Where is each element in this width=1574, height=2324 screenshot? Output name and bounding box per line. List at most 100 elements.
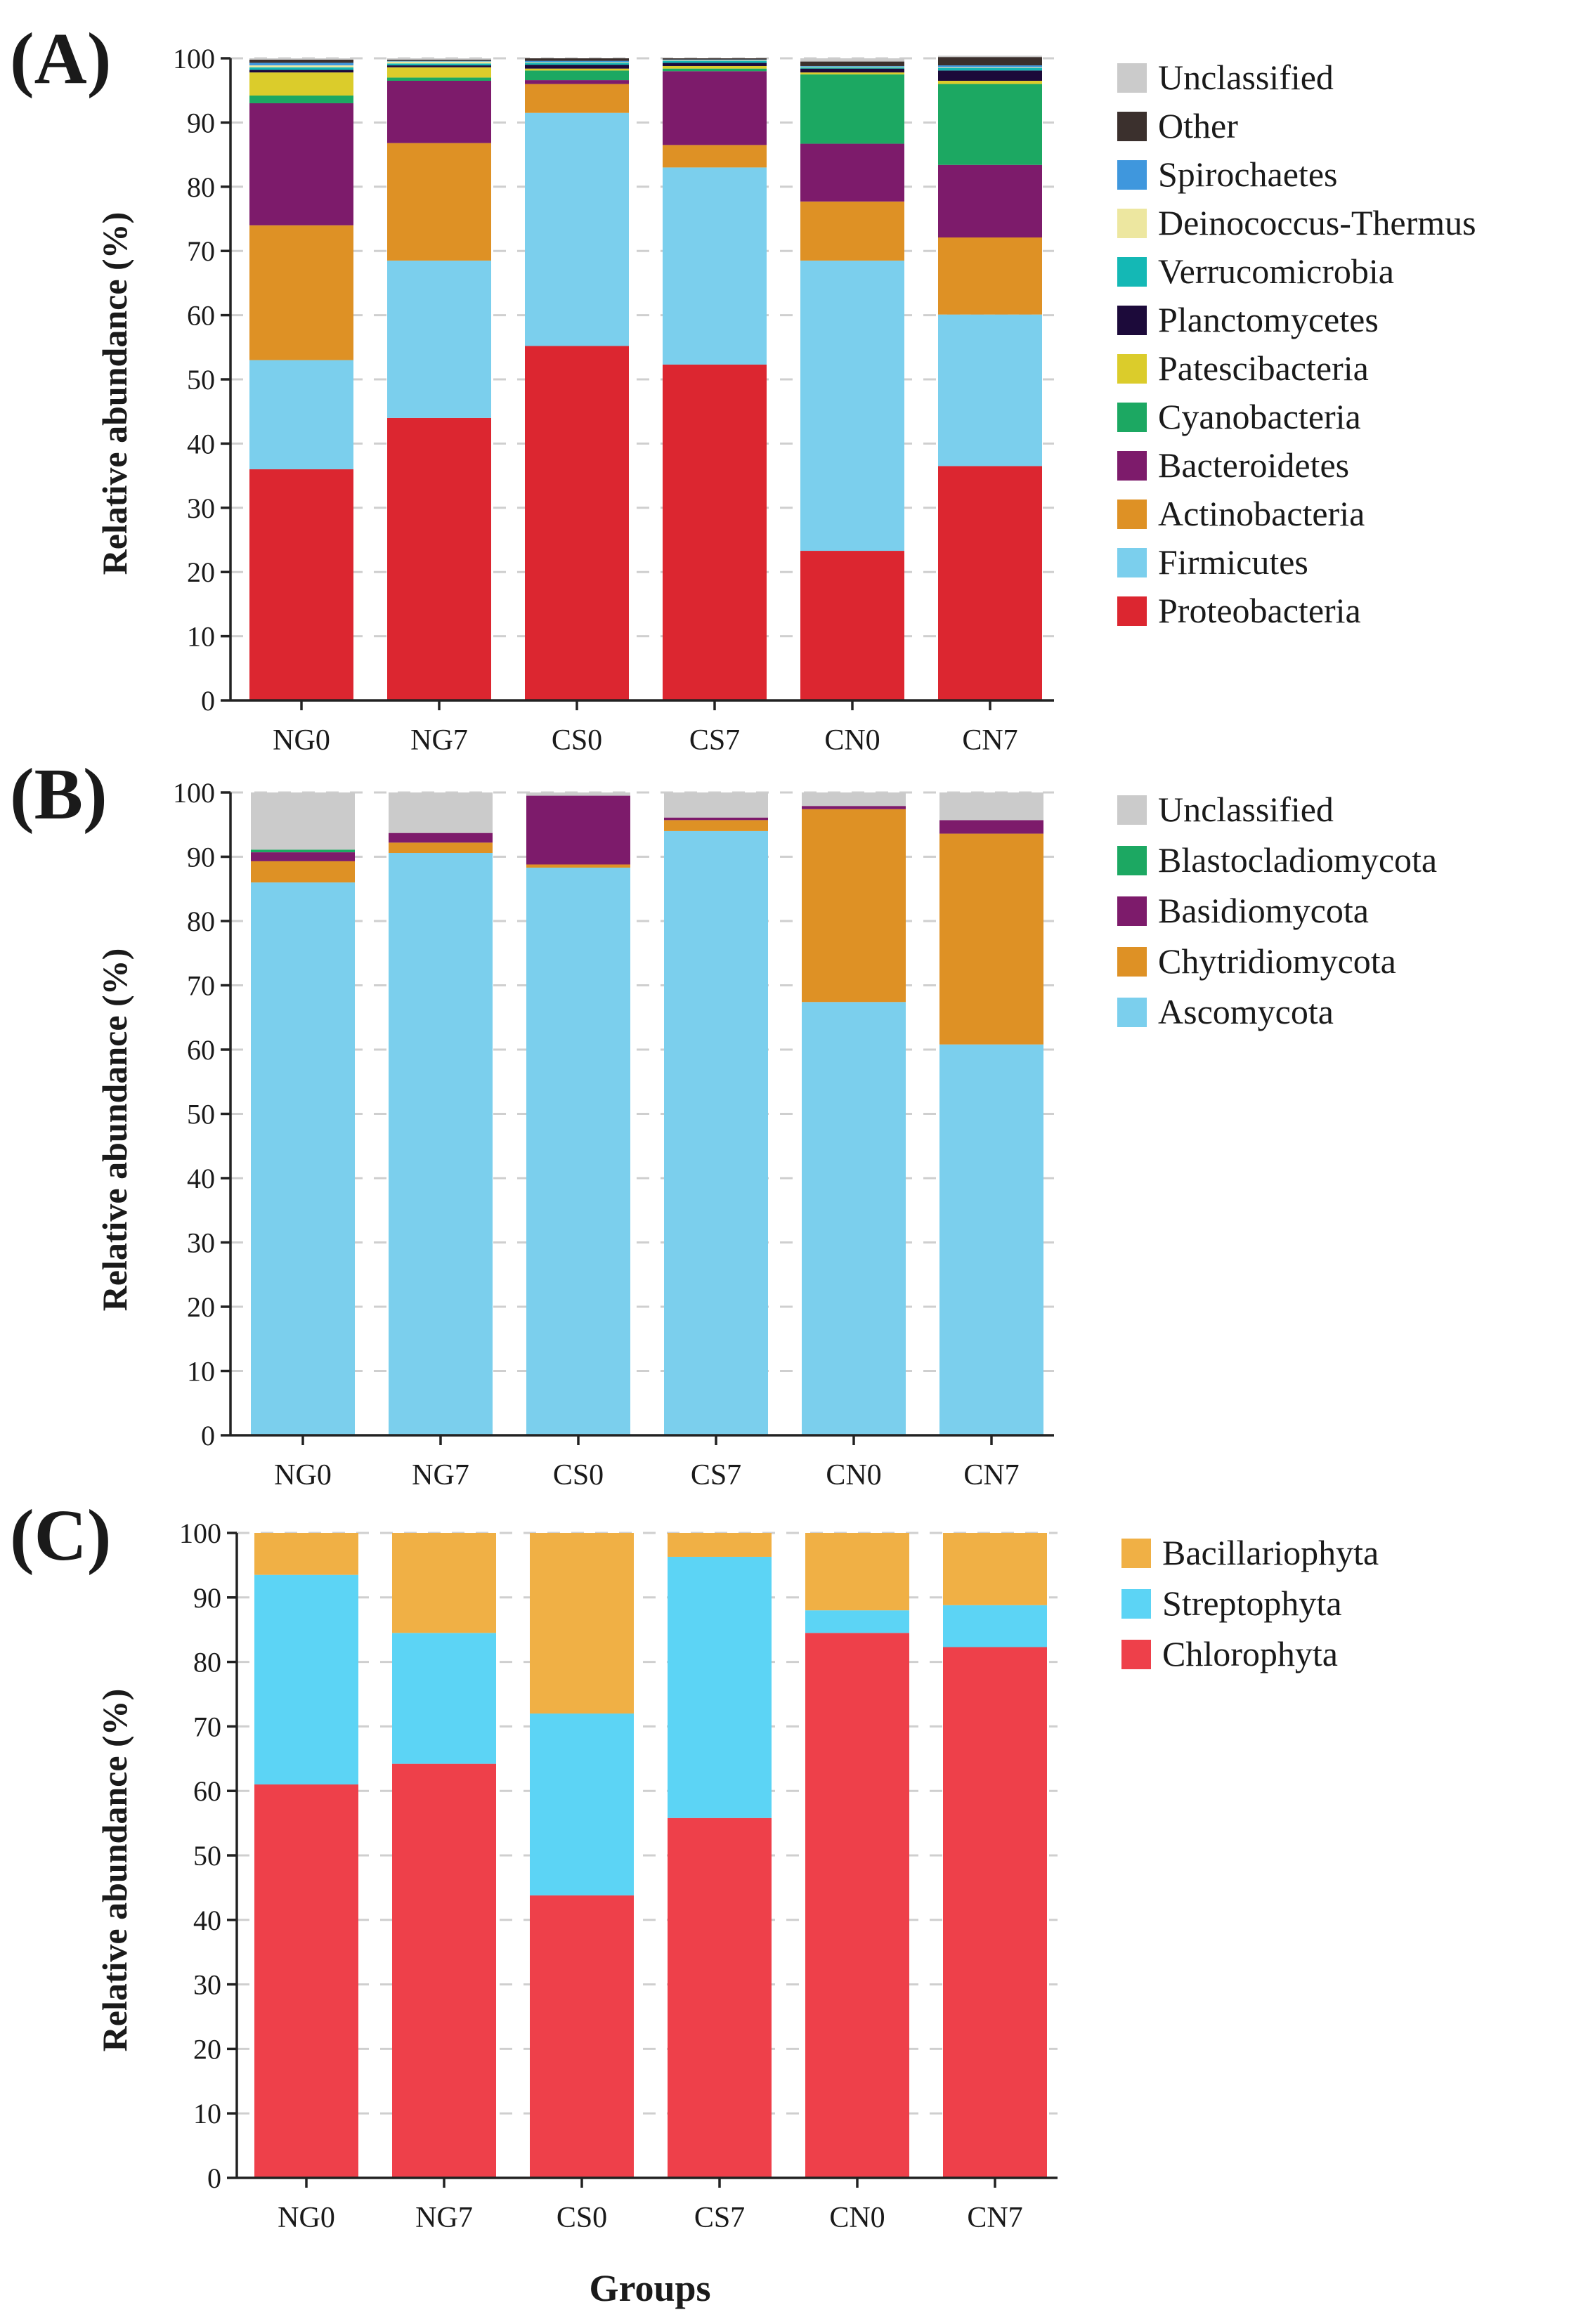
y-tick-label: 70 <box>187 235 215 267</box>
bar-segment-cn0-planctomycetes <box>800 68 904 73</box>
bar-segment-ng7-chlorophyta <box>392 1763 496 2178</box>
y-tick-label: 80 <box>193 1647 221 1678</box>
bar-segment-cs7-firmicutes <box>663 167 767 365</box>
bar-segment-cs7-proteobacteria <box>663 364 767 700</box>
legend-swatch <box>1117 896 1147 926</box>
bar-segment-cs0-unclassified <box>526 792 630 796</box>
bar-segment-cs7-verrucomicrobia <box>663 60 767 63</box>
x-tick-label: NG7 <box>412 1459 469 1491</box>
legend-label: Unclassified <box>1158 58 1334 97</box>
y-tick-label: 100 <box>179 1517 221 1549</box>
bar-segment-cn7-bacillariophyta <box>943 1533 1047 1605</box>
bar-segment-ng7-proteobacteria <box>387 417 491 700</box>
legend-swatch <box>1117 354 1147 384</box>
y-tick-label: 0 <box>201 685 215 717</box>
bar-segment-cn7-proteobacteria <box>938 466 1042 700</box>
y-tick-label: 30 <box>187 1227 215 1259</box>
legend-swatch <box>1121 1589 1151 1619</box>
bar-segment-cn7-unclassified <box>938 56 1042 58</box>
bar-segment-cs0-patescibacteria <box>525 68 629 71</box>
bar-segment-cs0-proteobacteria <box>525 346 629 700</box>
legend-label: Deinococcus-Thermus <box>1158 203 1476 242</box>
y-tick-label: 40 <box>193 1905 221 1936</box>
bar-segment-cn0-chytridiomycota <box>802 809 906 1003</box>
legend-swatch <box>1117 795 1147 825</box>
bar-segment-cs0-cyanobacteria <box>525 70 629 81</box>
legend: Bacillariophyta Streptophyta Chlorophyta <box>1121 1533 1379 1673</box>
bar-segment-cn0-other <box>800 61 904 66</box>
bar-segment-ng7-deinococcus-thermus <box>387 61 491 64</box>
bar-segment-ng7-firmicutes <box>387 260 491 418</box>
bar-segment-cn0-bacillariophyta <box>805 1533 909 1611</box>
x-tick-label: CS0 <box>557 2202 607 2234</box>
bar-segment-cn0-actinobacteria <box>800 201 904 261</box>
x-tick-label: CN0 <box>824 724 880 757</box>
bar-segment-cn0-ascomycota <box>802 1002 906 1435</box>
legend-label: Chlorophyta <box>1162 1634 1338 1673</box>
x-tick-label: CN7 <box>967 2202 1022 2234</box>
y-tick-label: 30 <box>193 1969 221 2001</box>
bar-segment-cn7-other <box>938 57 1042 66</box>
x-tick-label: CS0 <box>552 724 602 757</box>
bar-segment-ng7-unclassified <box>389 792 493 833</box>
bar-segment-ng7-other <box>387 59 491 61</box>
bar-segment-cs0-verrucomicrobia <box>525 63 629 65</box>
y-axis-label: Relative abundance (%) <box>95 1689 134 2052</box>
legend-label: Unclassified <box>1158 790 1334 829</box>
plot-area: NG0 NG7 CS0 CS7 CN0 CN7 0 10 20 30 40 50 60 70 80 90 100 <box>179 1517 1058 2234</box>
legend-label: Blastocladiomycota <box>1158 840 1437 880</box>
bar-segment-cs0-chlorophyta <box>530 1895 634 2178</box>
bar-segment-cn0-basidiomycota <box>802 806 906 809</box>
legend-swatch <box>1121 1539 1151 1568</box>
bar-segment-ng0-ascomycota <box>251 882 355 1435</box>
x-tick-label: CN7 <box>963 1459 1019 1491</box>
bar-segment-ng7-bacteroidetes <box>387 80 491 143</box>
bar-segment-ng0-spirochaetes <box>249 63 353 66</box>
x-tick-label: NG7 <box>415 2202 473 2234</box>
y-tick-label: 90 <box>187 107 215 138</box>
bar-segment-ng7-spirochaetes <box>387 60 491 62</box>
bar-segment-cs0-chytridiomycota <box>526 864 630 868</box>
bar-segment-cs0-other <box>525 58 629 61</box>
bar-segment-cn0-spirochaetes <box>800 65 904 67</box>
bar-segment-cn0-verrucomicrobia <box>800 67 904 69</box>
bar-segment-cs0-actinobacteria <box>525 84 629 113</box>
legend-label: Verrucomicrobia <box>1158 252 1394 291</box>
bar-segment-cs7-deinococcus-thermus <box>663 60 767 61</box>
bar-segment-ng0-planctomycetes <box>249 70 353 73</box>
bar-segment-cn7-deinococcus-thermus <box>938 67 1042 68</box>
bar-segment-ng0-unclassified <box>251 792 355 850</box>
legend-label: Ascomycota <box>1158 992 1334 1031</box>
y-axis-label: Relative abundance (%) <box>95 948 134 1312</box>
x-tick-label: NG7 <box>410 724 468 757</box>
legend-swatch <box>1117 209 1147 238</box>
y-tick-label: 10 <box>193 2098 221 2129</box>
y-tick-label: 80 <box>187 906 215 937</box>
y-tick-label: 40 <box>187 1163 215 1194</box>
bar-segment-cn7-streptophyta <box>943 1605 1047 1647</box>
panel-label: (A) <box>10 18 111 99</box>
bar-segment-cs7-other <box>663 58 767 60</box>
bar-segment-ng0-verrucomicrobia <box>249 67 353 70</box>
legend-label: Bacillariophyta <box>1162 1533 1379 1572</box>
bar-segment-cn7-unclassified <box>939 792 1043 821</box>
legend-swatch <box>1117 596 1147 626</box>
bar-segment-ng7-actinobacteria <box>387 143 491 261</box>
y-tick-label: 60 <box>187 1034 215 1066</box>
bar-segment-cs0-firmicutes <box>525 112 629 346</box>
bar-segment-cn0-chlorophyta <box>805 1633 909 2178</box>
y-tick-label: 10 <box>187 621 215 653</box>
panel-label: (C) <box>10 1495 111 1576</box>
legend-label: Proteobacteria <box>1158 591 1361 630</box>
x-axis-title: Groups <box>589 2267 710 2309</box>
bar-segment-ng7-patescibacteria <box>387 67 491 78</box>
y-tick-label: 70 <box>193 1711 221 1742</box>
legend-label: Streptophyta <box>1162 1584 1342 1623</box>
bar-segment-cn0-streptophyta <box>805 1610 909 1633</box>
legend-swatch <box>1117 998 1147 1027</box>
plot-area: NG0 NG7 CS0 CS7 CN0 CN7 0 10 20 30 40 50 60 70 80 90 100 <box>173 777 1054 1491</box>
y-tick-label: 30 <box>187 492 215 524</box>
bar-segment-ng0-patescibacteria <box>249 72 353 96</box>
bar-segment-cs7-chlorophyta <box>668 1817 772 2178</box>
